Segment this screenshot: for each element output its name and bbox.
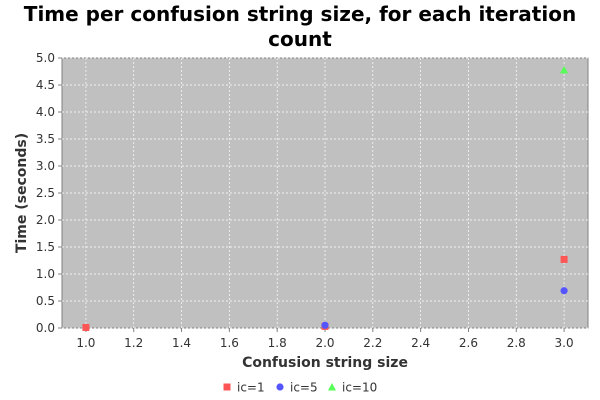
legend-marker-2 — [276, 383, 284, 391]
y-tick-label: 0.0 — [36, 321, 55, 335]
x-tick-label: 2.6 — [459, 336, 478, 350]
x-tick-label: 3.0 — [555, 336, 574, 350]
x-tick-label: 1.0 — [76, 336, 95, 350]
legend-marker-1 — [223, 383, 231, 391]
y-tick-label: 1.0 — [36, 267, 55, 281]
legend: ic=1 ic=5 ic=10 — [223, 381, 377, 395]
data-point-series-2 — [560, 287, 568, 295]
x-tick-label: 2.0 — [315, 336, 334, 350]
grid — [62, 57, 588, 329]
legend-marker-3 — [328, 383, 336, 391]
y-tick-label: 2.0 — [36, 213, 55, 227]
data-point-series-2 — [321, 321, 329, 329]
y-tick-label: 3.0 — [36, 159, 55, 173]
y-tick-label: 0.5 — [36, 294, 55, 308]
y-tick-label: 4.5 — [36, 78, 55, 92]
y-axis-label: Time (seconds) — [14, 133, 30, 253]
data-point-series-1 — [82, 323, 90, 331]
x-axis-label: Confusion string size — [242, 355, 408, 371]
chart-title: Time per confusion string size, for each… — [23, 2, 577, 51]
x-tick-label: 1.6 — [220, 336, 239, 350]
data-point-series-3 — [560, 65, 569, 74]
x-tick-label: 1.8 — [268, 336, 287, 350]
legend-label-3: ic=10 — [342, 381, 377, 395]
y-tick-label: 5.0 — [36, 51, 55, 65]
y-tick-label: 3.5 — [36, 132, 55, 146]
y-tick-label: 4.0 — [36, 105, 55, 119]
legend-label-1: ic=1 — [237, 381, 265, 395]
y-tick-label: 2.5 — [36, 186, 55, 200]
x-tick-label: 2.2 — [363, 336, 382, 350]
x-tick-label: 1.2 — [124, 336, 143, 350]
x-tick-label: 2.4 — [411, 336, 430, 350]
legend-label-2: ic=5 — [290, 381, 318, 395]
y-tick-label: 1.5 — [36, 240, 55, 254]
axes: 1.0 1.2 1.4 1.6 1.8 2.0 2.2 2.4 2.6 2.8 3.0 0.0 0.5 1… — [36, 51, 574, 350]
data-point-series-1 — [560, 255, 568, 263]
x-tick-label: 2.8 — [507, 336, 526, 350]
data-points — [82, 65, 569, 331]
x-tick-label: 1.4 — [172, 336, 191, 350]
